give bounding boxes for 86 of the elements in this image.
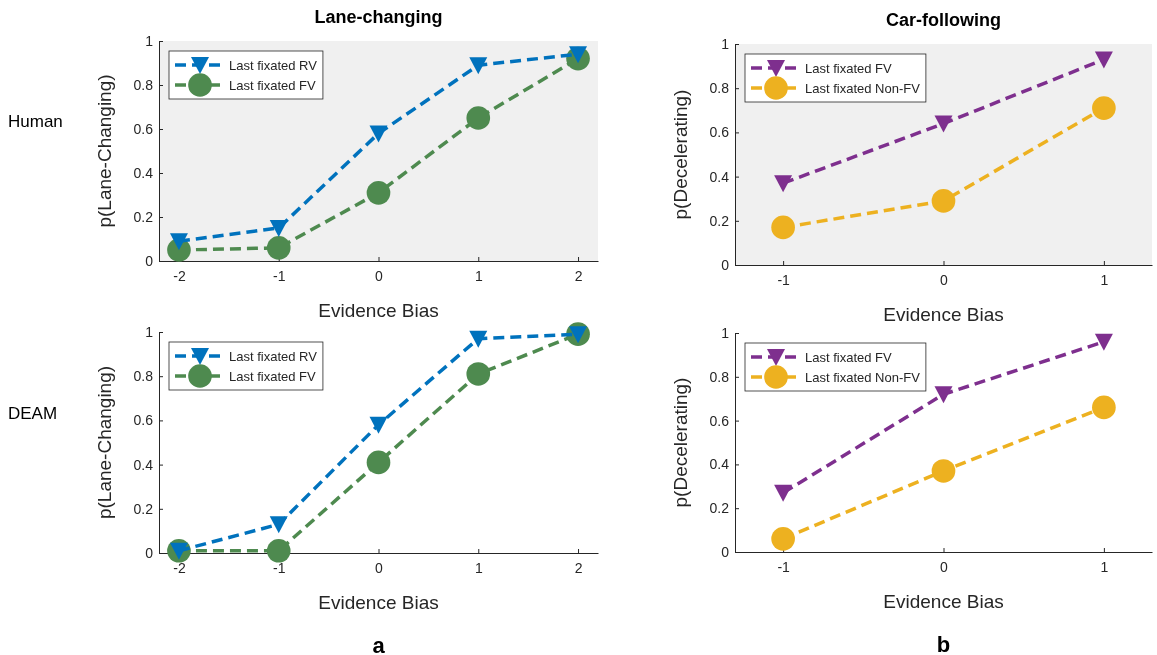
legend-label: Last fixated Non-FV [805, 81, 921, 96]
x-tick-label: -2 [173, 559, 186, 576]
point [369, 416, 388, 434]
y-tick-label: 1 [145, 323, 154, 340]
y-tick-label: 0 [721, 256, 730, 273]
legend-label: Last fixated FV [805, 350, 893, 365]
y-tick-label: 0.6 [133, 412, 154, 429]
legend-label: Last fixated FV [229, 369, 317, 384]
point [366, 450, 391, 475]
y-tick-label: 0.8 [133, 368, 154, 385]
legend-label: Last fixated FV [805, 61, 893, 76]
y-axis-title: p(Decelerating) [670, 89, 691, 220]
y-tick-label: 1 [145, 32, 154, 49]
x-tick-label: 0 [375, 267, 384, 284]
y-tick-label: 0 [145, 544, 154, 561]
point [269, 516, 288, 534]
point [269, 220, 288, 237]
x-tick-label: 2 [574, 267, 583, 284]
x-axis-title: Evidence Bias [318, 592, 439, 613]
text: DEAM [8, 403, 58, 423]
point [1092, 395, 1116, 420]
point [366, 180, 391, 205]
point [266, 538, 291, 563]
y-tick-label: 0.2 [133, 500, 154, 517]
text: b [936, 632, 951, 655]
point [931, 189, 956, 213]
point [931, 459, 956, 483]
point [266, 235, 291, 260]
x-tick-label: 1 [1100, 271, 1109, 288]
x-axis-title: Evidence Bias [883, 304, 1004, 325]
point [469, 57, 488, 75]
legend-label: Last fixated FV [229, 78, 317, 93]
x-tick-label: -1 [273, 559, 286, 576]
x-tick-label: 0 [375, 559, 384, 576]
y-tick-label: 0.6 [709, 124, 730, 141]
x-tick-label: 1 [474, 559, 483, 576]
x-tick-label: -1 [273, 267, 286, 284]
y-tick-label: 0.4 [133, 164, 154, 181]
point [369, 125, 388, 143]
y-tick-label: 0.2 [709, 212, 730, 229]
legend-label: Last fixated Non-FV [805, 370, 921, 385]
point [774, 484, 793, 502]
point [469, 330, 488, 348]
y-tick-label: 0.4 [709, 456, 730, 473]
y-tick-label: 0.8 [709, 368, 730, 385]
text: a [372, 633, 386, 655]
x-tick-label: 0 [940, 558, 949, 575]
x-tick-label: 2 [574, 559, 583, 576]
x-tick-label: -2 [173, 267, 186, 284]
point [1094, 333, 1113, 351]
y-tick-label: 0.2 [709, 500, 730, 517]
point [774, 175, 793, 193]
y-tick-label: 0.8 [133, 76, 154, 93]
x-tick-label: 1 [1100, 558, 1109, 575]
x-tick-label: -1 [777, 558, 791, 575]
y-tick-label: 1 [721, 324, 730, 341]
chart-title: Lane-changing [314, 7, 443, 27]
x-axis-title: Evidence Bias [318, 300, 439, 321]
x-tick-label: -1 [777, 271, 791, 288]
point [771, 215, 795, 240]
point [466, 106, 491, 130]
y-axis-title: p(Decelerating) [670, 377, 691, 508]
point [1094, 51, 1113, 69]
point [934, 115, 953, 133]
point [1092, 96, 1116, 120]
x-axis-title: Evidence Bias [883, 591, 1004, 612]
chart-title: Car-following [886, 10, 1001, 30]
y-tick-label: 0.4 [709, 168, 730, 185]
y-axis-title: p(Lane-Changing) [94, 74, 115, 228]
x-tick-label: 0 [940, 271, 949, 288]
text: Human [8, 112, 63, 131]
y-tick-label: 0.8 [709, 80, 730, 97]
x-tick-label: 1 [474, 267, 483, 284]
y-tick-label: 0 [721, 543, 730, 560]
y-tick-label: 0.4 [133, 456, 154, 473]
y-tick-label: 1 [721, 35, 730, 52]
point [466, 362, 491, 386]
y-tick-label: 0.6 [133, 120, 154, 137]
legend-label: Last fixated RV [229, 349, 318, 364]
y-tick-label: 0.2 [133, 208, 154, 225]
legend-label: Last fixated RV [229, 58, 318, 73]
y-tick-label: 0.6 [709, 412, 730, 429]
y-axis-title: p(Lane-Changing) [94, 365, 115, 520]
point [771, 527, 795, 551]
y-tick-label: 0 [145, 252, 154, 269]
point [934, 386, 953, 404]
